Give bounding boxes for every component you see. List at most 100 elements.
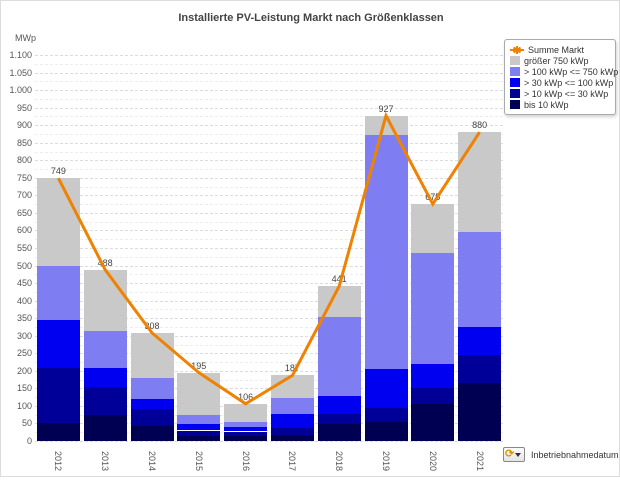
- bar-segment-2017-gr-er-750-kWp[interactable]: [270, 375, 314, 398]
- bar-segment-2013-30-kWp-100-kWp[interactable]: [83, 367, 127, 387]
- legend-swatch: [510, 89, 520, 98]
- bar-segment-2017-100-kWp-750-kWp[interactable]: [270, 397, 314, 414]
- bar-segment-2014-gr-er-750-kWp[interactable]: [130, 332, 174, 378]
- y-axis-tick-label: 800: [16, 155, 32, 166]
- y-axis-tick-label: 500: [16, 260, 32, 271]
- bar-segment-2015-bis-10-kWp[interactable]: [177, 436, 221, 441]
- bar-segment-2020-30-kWp-100-kWp[interactable]: [411, 363, 455, 389]
- y-axis-tick-label: 1.100: [9, 50, 32, 60]
- bar-segment-2014-100-kWp-750-kWp[interactable]: [130, 377, 174, 399]
- bar-segment-2013-bis-10-kWp[interactable]: [83, 415, 127, 441]
- bar-segment-2016-bis-10-kWp[interactable]: [224, 436, 268, 441]
- legend-label: > 10 kWp <= 30 kWp: [524, 88, 609, 99]
- bar-segment-2018-10-kWp-30-kWp[interactable]: [317, 414, 361, 425]
- footer: ⟳ Inbetriebnahmedatum: [503, 447, 619, 462]
- legend-swatch: [510, 67, 520, 76]
- bar-segment-2014-30-kWp-100-kWp[interactable]: [130, 398, 174, 410]
- bar-segment-2015-30-kWp-100-kWp[interactable]: [177, 423, 221, 431]
- bar-segment-2013-100-kWp-750-kWp[interactable]: [83, 330, 127, 368]
- gridline: [35, 335, 503, 337]
- gridline: [35, 265, 503, 267]
- bar-total-label-2017: 187: [284, 363, 300, 374]
- y-axis-tick-label: 650: [16, 207, 32, 218]
- bar-segment-2019-100-kWp-750-kWp[interactable]: [364, 135, 408, 370]
- gridline: [35, 432, 503, 434]
- gridline: [35, 256, 503, 258]
- bar-segment-2012-bis-10-kWp[interactable]: [36, 423, 80, 441]
- bar-segment-2021-100-kWp-750-kWp[interactable]: [458, 232, 502, 327]
- gridline: [35, 151, 503, 153]
- dropdown-caret-icon: [515, 452, 522, 457]
- bar-segment-2019-10-kWp-30-kWp[interactable]: [364, 407, 408, 422]
- gridline: [35, 248, 503, 249]
- y-axis-tick-label: 600: [16, 225, 32, 236]
- legend-item-bis-10-kWp: bis 10 kWp: [510, 99, 610, 110]
- bar-segment-2020-bis-10-kWp[interactable]: [411, 404, 455, 441]
- gridline: [35, 186, 503, 188]
- bar-segment-2019-bis-10-kWp[interactable]: [364, 421, 408, 441]
- bar-segment-2018-bis-10-kWp[interactable]: [317, 424, 361, 441]
- y-axis-tick-label: 950: [16, 102, 32, 113]
- bar-segment-2020-100-kWp-750-kWp[interactable]: [411, 253, 455, 364]
- gridline: [35, 90, 503, 92]
- bar-segment-2020-gr-er-750-kWp[interactable]: [411, 204, 455, 254]
- gridline: [35, 318, 503, 320]
- y-axis-tick-label: 1.050: [9, 67, 32, 78]
- gridline: [35, 212, 503, 214]
- bar-segment-2017-10-kWp-30-kWp[interactable]: [270, 428, 314, 435]
- gridline: [35, 98, 503, 100]
- bar-segment-2021-bis-10-kWp[interactable]: [458, 383, 502, 441]
- y-axis-tick-label: 100: [16, 400, 32, 411]
- bar-segment-2012-30-kWp-100-kWp[interactable]: [36, 319, 80, 368]
- y-axis-tick-label: 550: [16, 243, 32, 253]
- bar-segment-2021-30-kWp-100-kWp[interactable]: [458, 327, 502, 356]
- gridline: [35, 239, 503, 241]
- legend-item-100-kWp-750-kWp: > 100 kWp <= 750 kWp: [510, 66, 618, 77]
- x-axis-label-2018: 2018: [334, 450, 345, 472]
- bar-segment-2012-10-kWp-30-kWp[interactable]: [36, 367, 80, 424]
- bar-segment-2018-30-kWp-100-kWp[interactable]: [317, 395, 361, 414]
- gridline: [35, 353, 503, 355]
- bar-segment-2015-gr-er-750-kWp[interactable]: [177, 372, 221, 416]
- bar-segment-2015-100-kWp-750-kWp[interactable]: [177, 415, 221, 424]
- gridline: [35, 72, 503, 74]
- bar-segment-2013-10-kWp-30-kWp[interactable]: [83, 387, 127, 416]
- gridline: [35, 133, 503, 135]
- bar-segment-2021-gr-er-750-kWp[interactable]: [458, 132, 502, 233]
- bar-segment-2021-10-kWp-30-kWp[interactable]: [458, 355, 502, 384]
- gridline: [35, 326, 503, 328]
- bar-segment-2016-30-kWp-100-kWp[interactable]: [224, 427, 268, 432]
- bar-segment-2014-10-kWp-30-kWp[interactable]: [130, 409, 174, 426]
- bar-segment-2017-bis-10-kWp[interactable]: [270, 435, 314, 441]
- y-axis-tick-label: 700: [16, 190, 32, 201]
- gridline: [35, 441, 503, 442]
- bar-segment-2013-gr-er-750-kWp[interactable]: [83, 269, 127, 331]
- y-axis-tick-label: 350: [16, 313, 32, 324]
- bar-segment-2016-100-kWp-750-kWp[interactable]: [224, 422, 268, 428]
- bar-segment-2019-30-kWp-100-kWp[interactable]: [364, 369, 408, 408]
- gridline: [35, 423, 503, 425]
- bar-segment-2015-10-kWp-30-kWp[interactable]: [177, 430, 221, 437]
- bar-segment-2016-gr-er-750-kWp[interactable]: [224, 403, 268, 423]
- bar-total-label-2015: 195: [191, 360, 207, 371]
- gridline: [35, 397, 503, 399]
- legend: Summe Markt größer 750 kWp > 100 kWp <= 75…: [504, 39, 618, 115]
- legend-item-Summe-Markt: Summe Markt: [510, 44, 610, 55]
- legend-item-gr-er-750-kWp: größer 750 kWp: [510, 55, 610, 66]
- bar-segment-2014-bis-10-kWp[interactable]: [130, 425, 174, 441]
- bar-segment-2018-100-kWp-750-kWp[interactable]: [317, 317, 361, 396]
- bar-total-label-2020: 675: [425, 192, 441, 203]
- bar-segment-2019-gr-er-750-kWp[interactable]: [364, 115, 408, 136]
- y-axis-unit-label: MWp: [15, 33, 36, 43]
- bar-segment-2012-100-kWp-750-kWp[interactable]: [36, 265, 80, 320]
- cycle-group-button[interactable]: ⟳: [503, 447, 525, 462]
- bar-segment-2012-gr-er-750-kWp[interactable]: [36, 178, 80, 266]
- x-axis-label-2012: 2012: [53, 450, 64, 472]
- x-axis-label-2013: 2013: [100, 450, 111, 472]
- bar-segment-2016-10-kWp-30-kWp[interactable]: [224, 431, 268, 437]
- bar-segment-2020-10-kWp-30-kWp[interactable]: [411, 388, 455, 405]
- y-axis-tick-label: 50: [21, 418, 32, 429]
- summe-markt-line[interactable]: [57, 111, 481, 406]
- bar-segment-2017-30-kWp-100-kWp[interactable]: [270, 414, 314, 428]
